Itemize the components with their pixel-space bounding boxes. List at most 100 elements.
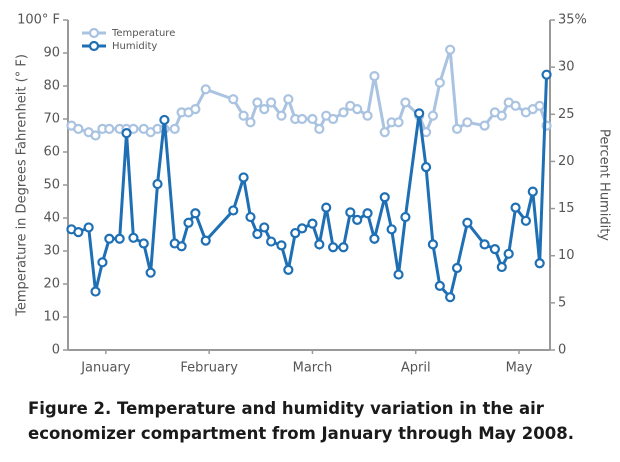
point	[90, 130, 101, 141]
x-tick-label: April	[401, 361, 431, 376]
point	[307, 218, 318, 229]
point	[338, 107, 349, 118]
point	[266, 97, 277, 108]
point	[369, 233, 380, 244]
point	[114, 233, 125, 244]
point	[238, 110, 249, 121]
point	[190, 103, 201, 115]
caption-line: Figure 2. Temperature and humidity varia…	[28, 399, 544, 418]
point	[90, 286, 101, 297]
point	[496, 261, 507, 273]
point	[276, 240, 287, 251]
point	[393, 117, 404, 128]
point	[128, 123, 139, 134]
point	[462, 117, 473, 128]
point	[414, 108, 425, 119]
point	[159, 114, 170, 126]
point	[190, 208, 201, 219]
point	[307, 113, 318, 125]
point	[297, 113, 308, 125]
y-tick-label: 70	[43, 112, 60, 127]
point	[328, 242, 339, 253]
point	[252, 228, 263, 240]
y-tick-label: 40	[43, 211, 60, 226]
point	[434, 77, 445, 88]
point	[451, 262, 463, 274]
point	[328, 113, 339, 125]
point	[479, 120, 490, 131]
point	[445, 44, 456, 55]
point	[283, 264, 294, 275]
y2-tick-label: 25	[558, 107, 575, 122]
point	[259, 222, 270, 233]
point	[479, 239, 490, 250]
point	[73, 123, 84, 134]
point	[128, 232, 139, 243]
point	[152, 178, 163, 190]
point	[138, 238, 149, 249]
y-tick-label: 90	[43, 46, 60, 61]
y2-tick-label: 0	[558, 343, 566, 358]
point	[352, 214, 363, 225]
caption: Figure 2. Temperature and humidity varia…	[28, 396, 618, 446]
y-tick-label: 30	[43, 244, 60, 259]
point	[427, 239, 439, 250]
y2-tick-label: 30	[558, 60, 575, 75]
point	[145, 267, 156, 278]
point	[352, 103, 363, 115]
point	[283, 94, 294, 105]
point	[386, 224, 397, 235]
point	[276, 110, 287, 121]
point	[427, 110, 439, 121]
legend-marker	[88, 27, 100, 39]
point	[527, 186, 538, 197]
legend-label: Temperature	[111, 28, 175, 39]
series-line	[70, 74, 549, 301]
legend-marker	[88, 40, 100, 52]
point	[314, 239, 325, 250]
point	[338, 242, 349, 253]
point	[420, 161, 432, 173]
y-axis-label: Temperature in Degrees Fahrenheit (° F)	[15, 54, 30, 317]
y-tick-label: 80	[43, 79, 60, 94]
point	[176, 241, 187, 252]
point	[400, 97, 411, 108]
y2-tick-label: 15	[558, 201, 575, 216]
point	[489, 244, 501, 255]
point	[510, 100, 521, 111]
point	[73, 227, 84, 238]
point	[369, 70, 380, 82]
x-tick-label: May	[506, 361, 533, 376]
y-tick-label: 100° F	[17, 13, 60, 28]
point	[169, 123, 180, 134]
point	[121, 128, 132, 139]
point	[434, 280, 445, 291]
point	[541, 69, 552, 80]
point	[104, 123, 115, 134]
point	[259, 103, 270, 115]
y-tick-label: 20	[43, 277, 60, 292]
point	[297, 223, 308, 234]
x-tick-label: March	[293, 361, 333, 376]
caption-line: economizer compartment from January thro…	[28, 424, 574, 443]
y-tick-label: 0	[52, 343, 60, 358]
point	[445, 292, 456, 303]
x-tick-label: January	[80, 361, 131, 376]
point	[400, 211, 411, 223]
point	[245, 211, 256, 223]
point	[451, 123, 463, 134]
y-tick-label: 60	[43, 145, 60, 160]
point	[462, 217, 473, 228]
point	[266, 236, 277, 247]
point	[379, 192, 390, 203]
point	[83, 222, 94, 233]
point	[362, 110, 373, 121]
point	[345, 207, 356, 218]
y2-axis-label: Percent Humidity	[597, 129, 612, 241]
point	[534, 258, 545, 269]
legend-label: Humidity	[112, 41, 157, 52]
point	[238, 172, 249, 183]
point	[496, 110, 507, 121]
x-tick-label: February	[180, 361, 238, 376]
